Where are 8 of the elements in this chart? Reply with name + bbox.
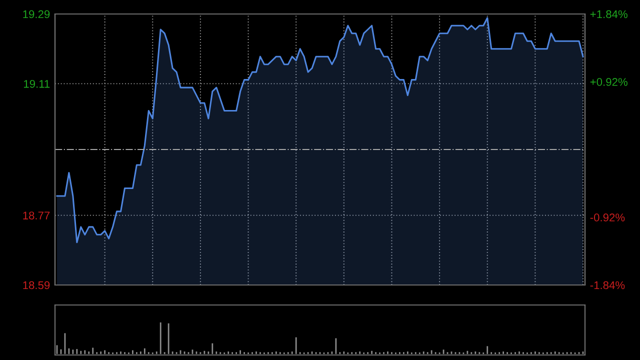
y2-tick-label: +1.84% xyxy=(590,10,628,18)
y-tick-label: 18.77 xyxy=(23,212,50,220)
y-tick-label: 18.59 xyxy=(23,281,50,290)
y2-tick-label: -1.84% xyxy=(590,281,625,290)
y2-tick-label: -0.92% xyxy=(590,214,625,222)
y-tick-label: 19.11 xyxy=(24,80,50,88)
y-tick-label: 19.29 xyxy=(23,10,50,18)
y2-tick-label: +0.92% xyxy=(590,78,628,86)
